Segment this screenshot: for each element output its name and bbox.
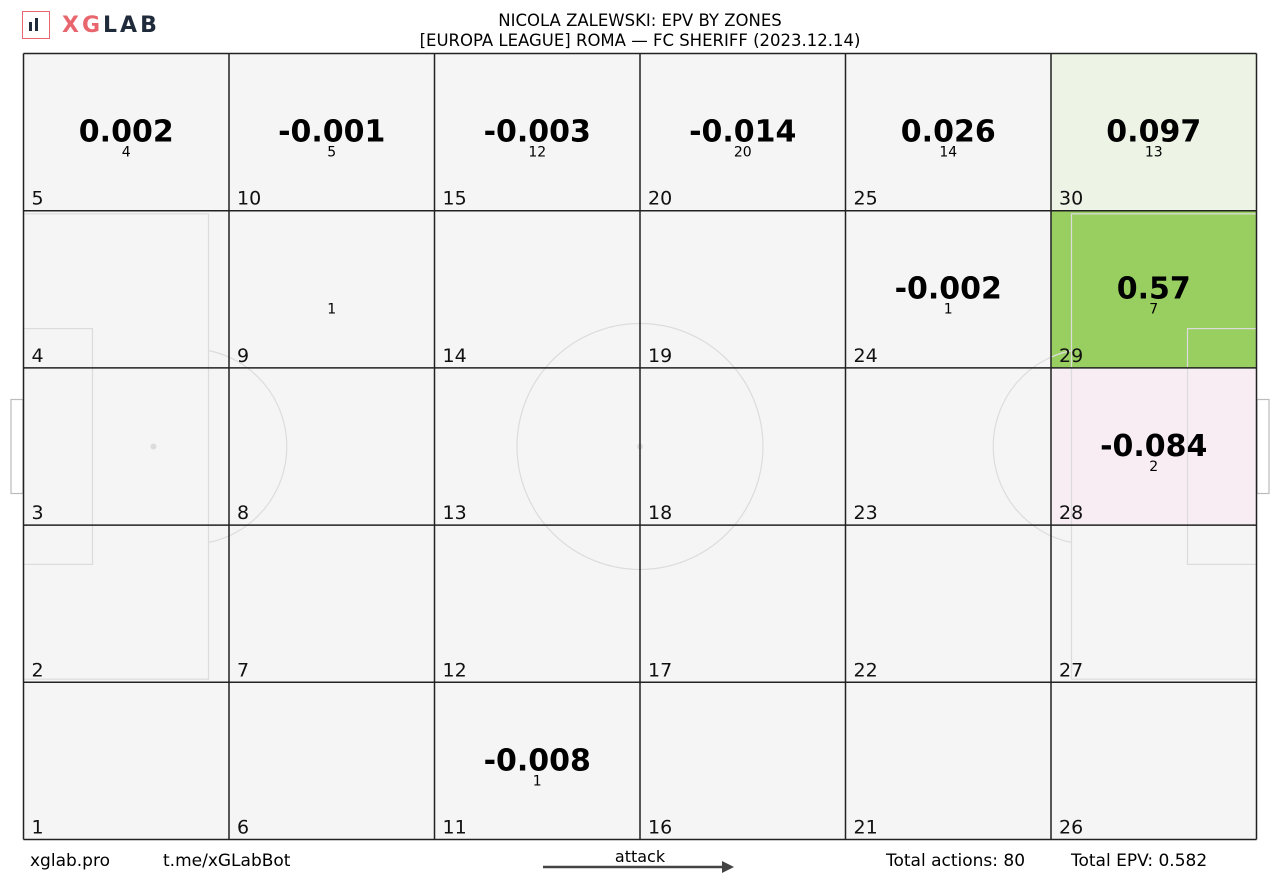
- left-goal: [10, 398, 24, 495]
- zone-number-label: 22: [854, 659, 878, 681]
- zone-number-label: 11: [443, 817, 467, 839]
- zone-action-count: 20: [734, 145, 752, 161]
- zone-number-label: 10: [237, 188, 261, 210]
- zone-number-label: 17: [648, 659, 672, 681]
- zone-action-count: 1: [533, 773, 542, 789]
- zone-epv-value: -0.008: [484, 743, 591, 778]
- zone-cell: [845, 210, 1051, 368]
- zone-number-label: 26: [1059, 817, 1083, 839]
- zone-action-count: 7: [1149, 302, 1158, 318]
- zone-cell: [1051, 682, 1257, 840]
- zone-number-label: 6: [237, 817, 249, 839]
- zone-action-count: 12: [528, 145, 546, 161]
- footer-bot-link: t.me/xGLabBot: [163, 851, 291, 871]
- chart-title: NICOLA ZALEWSKI: EPV BY ZONES: [498, 11, 782, 30]
- zone-number-label: 7: [237, 659, 249, 681]
- zone-cell: [845, 525, 1051, 683]
- zone-action-count: 13: [1145, 145, 1163, 161]
- zone-number-label: 20: [648, 188, 672, 210]
- zone-cell: [640, 525, 846, 683]
- zone-cell: [229, 682, 435, 840]
- attack-label: attack: [614, 847, 666, 866]
- zone-action-count: 5: [327, 145, 336, 161]
- zone-number-label: 25: [854, 188, 878, 210]
- zone-cell: [23, 525, 229, 683]
- right-penalty-arc: [992, 349, 1072, 544]
- zone-number-label: 1: [32, 817, 44, 839]
- zone-number-label: 9: [237, 345, 249, 367]
- zone-action-count: 14: [939, 145, 957, 161]
- zone-number-label: 24: [854, 345, 878, 367]
- zone-action-count: 1: [944, 302, 953, 318]
- zone-action-count: 4: [122, 145, 131, 161]
- zone-cell: [640, 367, 846, 526]
- zone-cell: [434, 525, 640, 683]
- zone-cell: [434, 53, 640, 211]
- zone-epv-value: 0.097: [1106, 115, 1201, 150]
- zone-cell: [229, 53, 435, 211]
- zone-cell: [640, 53, 846, 211]
- zone-cell: [434, 682, 640, 840]
- zone-action-count: 1: [327, 302, 336, 318]
- bar-chart-icon: [22, 11, 50, 39]
- xglab-logo: XGLAB: [22, 9, 160, 41]
- chart-subtitle: [EUROPA LEAGUE] ROMA — FC SHERIFF (2023.…: [419, 31, 861, 50]
- footer-site: xglab.pro: [30, 851, 110, 871]
- zone-epv-value: 0.002: [79, 115, 174, 150]
- zone-epv-value: -0.014: [689, 115, 796, 150]
- zone-number-label: 2: [32, 659, 44, 681]
- zone-cell: [845, 682, 1051, 840]
- zone-number-label: 5: [32, 188, 44, 210]
- chart-title-block: NICOLA ZALEWSKI: EPV BY ZONES [EUROPA LE…: [0, 11, 1280, 51]
- zone-cell: [229, 210, 435, 368]
- zone-number-label: 27: [1059, 659, 1083, 681]
- zone-cell: [229, 525, 435, 683]
- zone-cell: [1051, 210, 1257, 368]
- zone-cell: [434, 210, 640, 368]
- logo-wordmark: XGLAB: [62, 12, 160, 38]
- zone-cell: [434, 367, 640, 526]
- zone-number-label: 18: [648, 502, 672, 524]
- zone-number-label: 19: [648, 345, 672, 367]
- zone-epv-value: -0.002: [895, 272, 1002, 307]
- left-penalty-spot: [150, 443, 157, 450]
- zone-cell: [1051, 367, 1257, 526]
- zone-cell: [23, 210, 229, 368]
- zone-cell: [845, 367, 1051, 526]
- zone-number-label: 21: [854, 817, 878, 839]
- zone-number-label: 13: [443, 502, 467, 524]
- zone-number-label: 28: [1059, 502, 1083, 524]
- right-goal: [1256, 398, 1270, 495]
- total-epv: Total EPV: 0.582: [1071, 851, 1208, 871]
- zone-cell: [23, 53, 229, 211]
- zone-cell: [229, 367, 435, 526]
- zone-number-label: 3: [32, 502, 44, 524]
- zone-number-label: 12: [443, 659, 467, 681]
- zone-number-label: 16: [648, 817, 672, 839]
- left-penalty-arc: [208, 349, 288, 544]
- zone-cell: [23, 682, 229, 840]
- zone-epv-value: -0.003: [484, 115, 591, 150]
- zone-action-count: 2: [1149, 459, 1158, 475]
- zone-epv-value: -0.001: [278, 115, 385, 150]
- zone-epv-value: -0.084: [1100, 429, 1207, 464]
- zone-number-label: 29: [1059, 345, 1083, 367]
- zone-number-label: 15: [443, 188, 467, 210]
- zone-number-label: 4: [32, 345, 44, 367]
- zone-cell: [640, 682, 846, 840]
- zone-number-label: 14: [443, 345, 467, 367]
- zone-number-label: 30: [1059, 188, 1083, 210]
- zone-number-label: 23: [854, 502, 878, 524]
- zone-cell: [640, 210, 846, 368]
- zone-epv-value: 0.026: [901, 115, 996, 150]
- zone-epv-value: 0.57: [1117, 272, 1191, 307]
- zone-cell: [1051, 53, 1257, 211]
- attack-arrow-icon: [722, 861, 734, 873]
- zone-cell: [23, 367, 229, 526]
- total-actions: Total actions: 80: [886, 851, 1026, 871]
- zone-cell: [845, 53, 1051, 211]
- zone-number-label: 8: [237, 502, 249, 524]
- zone-cell: [1051, 525, 1257, 683]
